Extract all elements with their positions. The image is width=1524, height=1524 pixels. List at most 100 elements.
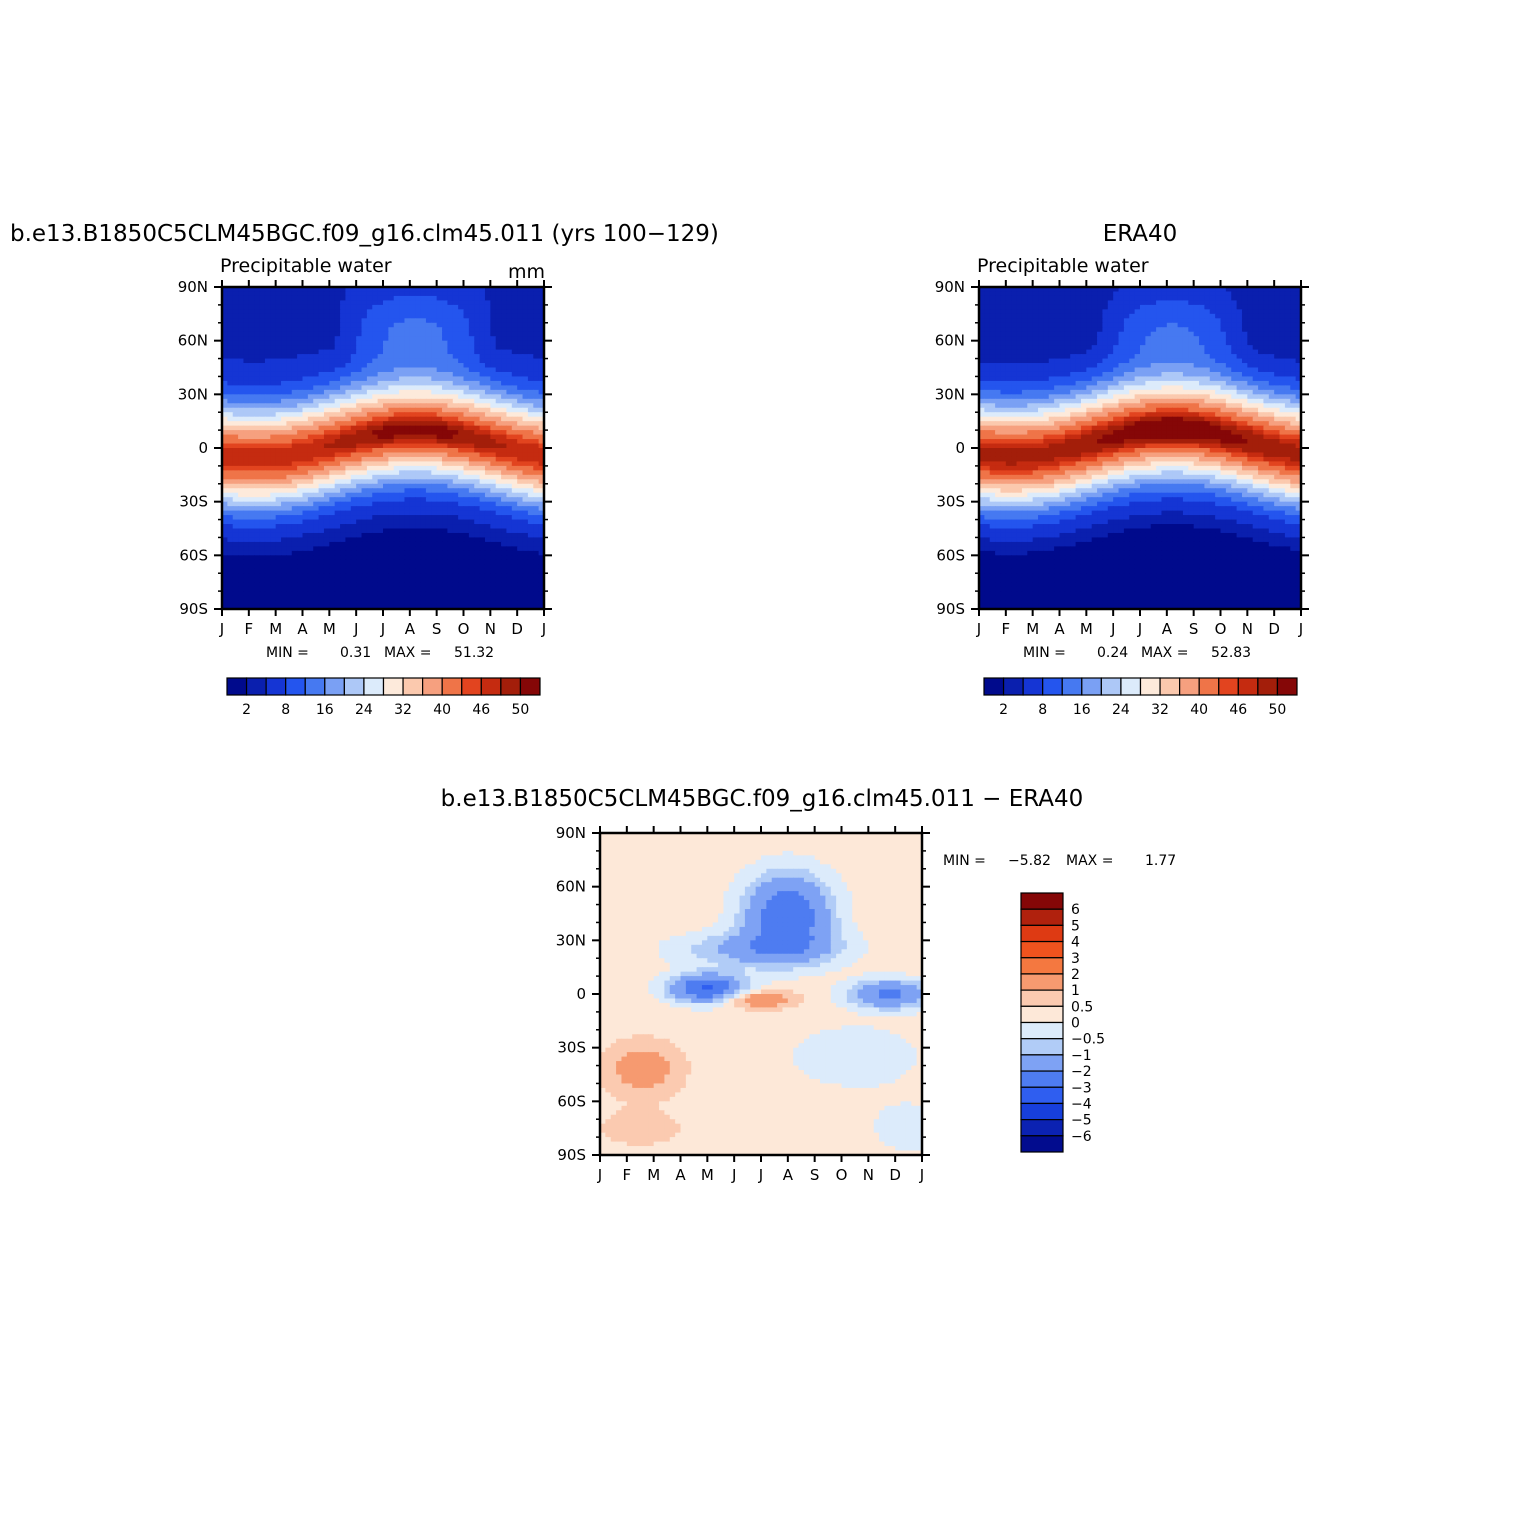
contour-cell	[307, 412, 314, 418]
contour-cell	[479, 488, 486, 494]
contour-cell	[527, 591, 534, 597]
contour-cell	[318, 363, 325, 369]
contour-cell	[281, 443, 287, 449]
contour-cell	[463, 586, 470, 592]
contour-cell	[479, 456, 486, 463]
contour-cell	[511, 541, 518, 547]
contour-cell	[490, 389, 497, 395]
contour-cell	[458, 483, 465, 489]
contour-cell	[297, 573, 304, 579]
contour-cell	[329, 371, 336, 378]
contour-cell	[474, 506, 481, 512]
contour-cell	[517, 376, 524, 382]
contour-cell	[463, 340, 470, 346]
contour-cell	[361, 452, 368, 458]
contour-cell	[275, 430, 282, 436]
contour-cell	[383, 546, 389, 552]
contour-cell	[302, 443, 309, 449]
contour-cell	[479, 434, 486, 440]
contour-cell	[1241, 318, 1248, 324]
contour-cell	[506, 430, 513, 436]
contour-cell	[334, 371, 341, 378]
contour-cell	[479, 524, 486, 530]
contour-cell	[291, 461, 298, 467]
contour-cell	[399, 501, 406, 507]
contour-cell	[527, 416, 534, 422]
contour-cell	[270, 604, 277, 610]
contour-cell	[463, 452, 470, 458]
contour-cell	[399, 371, 406, 378]
contour-cell	[393, 385, 400, 391]
contour-cell	[227, 448, 234, 454]
contour-cell	[511, 492, 518, 498]
contour-cell	[222, 322, 228, 328]
contour-cell	[442, 300, 448, 306]
contour-cell	[533, 345, 540, 351]
contour-cell	[388, 313, 395, 319]
contour-cell	[366, 524, 373, 530]
contour-cell	[222, 497, 228, 503]
contour-cell	[238, 586, 245, 592]
contour-cell	[291, 448, 298, 454]
contour-cell	[1274, 291, 1281, 297]
contour-cell	[350, 412, 357, 418]
contour-cell	[989, 291, 996, 297]
contour-cell	[463, 371, 470, 378]
contour-cell	[388, 448, 395, 454]
contour-cell	[259, 595, 266, 601]
contour-cell	[313, 376, 320, 382]
contour-cell	[458, 340, 465, 346]
contour-cell	[227, 595, 234, 601]
contour-cell	[425, 501, 432, 507]
contour-cell	[458, 304, 465, 310]
contour-cell	[1284, 287, 1291, 293]
contour-cell	[452, 416, 459, 422]
contour-cell	[275, 385, 282, 391]
contour-cell	[463, 519, 470, 525]
contour-cell	[404, 394, 411, 400]
contour-cell	[495, 371, 502, 378]
contour-cell	[259, 559, 266, 565]
contour-cell	[350, 295, 357, 302]
contour-cell	[452, 497, 459, 503]
contour-cell	[463, 425, 470, 431]
contour-cell	[291, 528, 298, 534]
contour-cell	[1258, 291, 1265, 297]
contour-cell	[517, 318, 524, 324]
contour-cell	[447, 394, 454, 400]
contour-cell	[297, 394, 304, 400]
contour-cell	[238, 371, 245, 378]
contour-cell	[356, 595, 363, 601]
contour-cell	[254, 497, 261, 503]
contour-cell	[1021, 309, 1028, 315]
contour-cell	[393, 483, 400, 489]
contour-cell	[495, 327, 502, 333]
contour-cell	[313, 479, 320, 485]
contour-cell	[281, 354, 287, 360]
contour-cell	[286, 430, 293, 436]
contour-cell	[307, 313, 314, 319]
contour-cell	[264, 488, 271, 494]
contour-cell	[227, 336, 234, 342]
contour-cell	[431, 345, 438, 351]
contour-cell	[506, 595, 513, 601]
contour-cell	[474, 327, 481, 333]
contour-cell	[522, 456, 529, 463]
contour-cell	[533, 568, 540, 574]
colorbar-box	[441, 677, 463, 696]
contour-cell	[431, 501, 438, 507]
contour-cell	[495, 564, 502, 570]
contour-cell	[238, 327, 245, 333]
contour-cell	[458, 380, 465, 386]
contour-cell	[1086, 300, 1093, 306]
contour-cell	[318, 577, 325, 583]
contour-cell	[1209, 318, 1216, 324]
contour-cell	[458, 559, 465, 565]
contour-cell	[533, 546, 540, 552]
contour-cell	[479, 448, 486, 454]
contour-cell	[281, 327, 287, 333]
contour-cell	[538, 559, 545, 565]
contour-cell	[415, 600, 422, 606]
contour-cell	[254, 389, 261, 395]
contour-cell	[458, 309, 465, 315]
